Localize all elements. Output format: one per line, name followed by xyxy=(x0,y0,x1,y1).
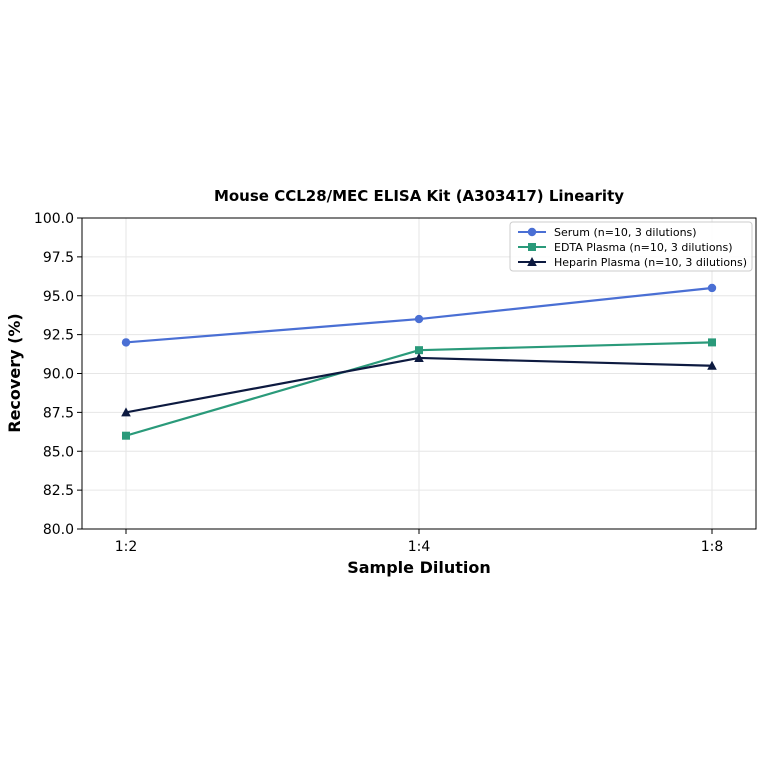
y-axis: 80.0 82.5 85.0 87.5 90.0 92.5 95.0 97.5 100.0 xyxy=(34,211,82,538)
x-tick-label: 1:8 xyxy=(701,539,724,555)
y-tick-label: 90.0 xyxy=(43,367,74,383)
legend-item: Serum (n=10, 3 dilutions) xyxy=(518,226,697,239)
series-3 xyxy=(121,352,717,417)
x-axis: 1:2 1:4 1:8 xyxy=(115,529,724,555)
data-point xyxy=(707,283,717,293)
legend-label: EDTA Plasma (n=10, 3 dilutions) xyxy=(554,241,733,254)
x-tick-label: 1:4 xyxy=(408,539,431,555)
chart-title: Mouse CCL28/MEC ELISA Kit (A303417) Line… xyxy=(214,187,624,205)
legend-item: Heparin Plasma (n=10, 3 dilutions) xyxy=(518,256,747,269)
data-point xyxy=(122,431,130,440)
data-point xyxy=(121,338,131,347)
y-tick-label: 85.0 xyxy=(43,444,74,460)
data-point xyxy=(707,360,717,370)
legend-label: Serum (n=10, 3 dilutions) xyxy=(554,226,697,239)
series-2 xyxy=(122,338,716,440)
data-point xyxy=(121,407,131,417)
data-point xyxy=(415,346,423,355)
series-layer xyxy=(121,283,717,440)
legend-marker xyxy=(527,227,537,237)
x-axis-label: Sample Dilution xyxy=(347,558,491,577)
legend-label: Heparin Plasma (n=10, 3 dilutions) xyxy=(554,256,747,269)
data-point xyxy=(414,352,424,362)
y-tick-label: 92.5 xyxy=(43,328,74,344)
data-point xyxy=(414,314,424,324)
y-tick-label: 87.5 xyxy=(43,405,74,421)
series-1 xyxy=(121,283,717,347)
y-tick-label: 97.5 xyxy=(43,250,74,266)
y-axis-label: Recovery (%) xyxy=(5,313,24,432)
x-tick-label: 1:2 xyxy=(115,539,138,555)
legend-marker xyxy=(528,243,536,251)
legend-box xyxy=(509,221,753,272)
y-tick-label: 80.0 xyxy=(43,522,74,538)
y-tick-label: 100.0 xyxy=(34,211,74,227)
legend: Serum (n=10, 3 dilutions) EDTA Plasma (n=… xyxy=(509,221,753,272)
legend-item: EDTA Plasma (n=10, 3 dilutions) xyxy=(518,241,733,254)
legend-marker xyxy=(527,257,537,266)
data-point xyxy=(708,338,716,347)
y-tick-label: 82.5 xyxy=(43,483,74,499)
y-tick-label: 95.0 xyxy=(43,289,74,305)
